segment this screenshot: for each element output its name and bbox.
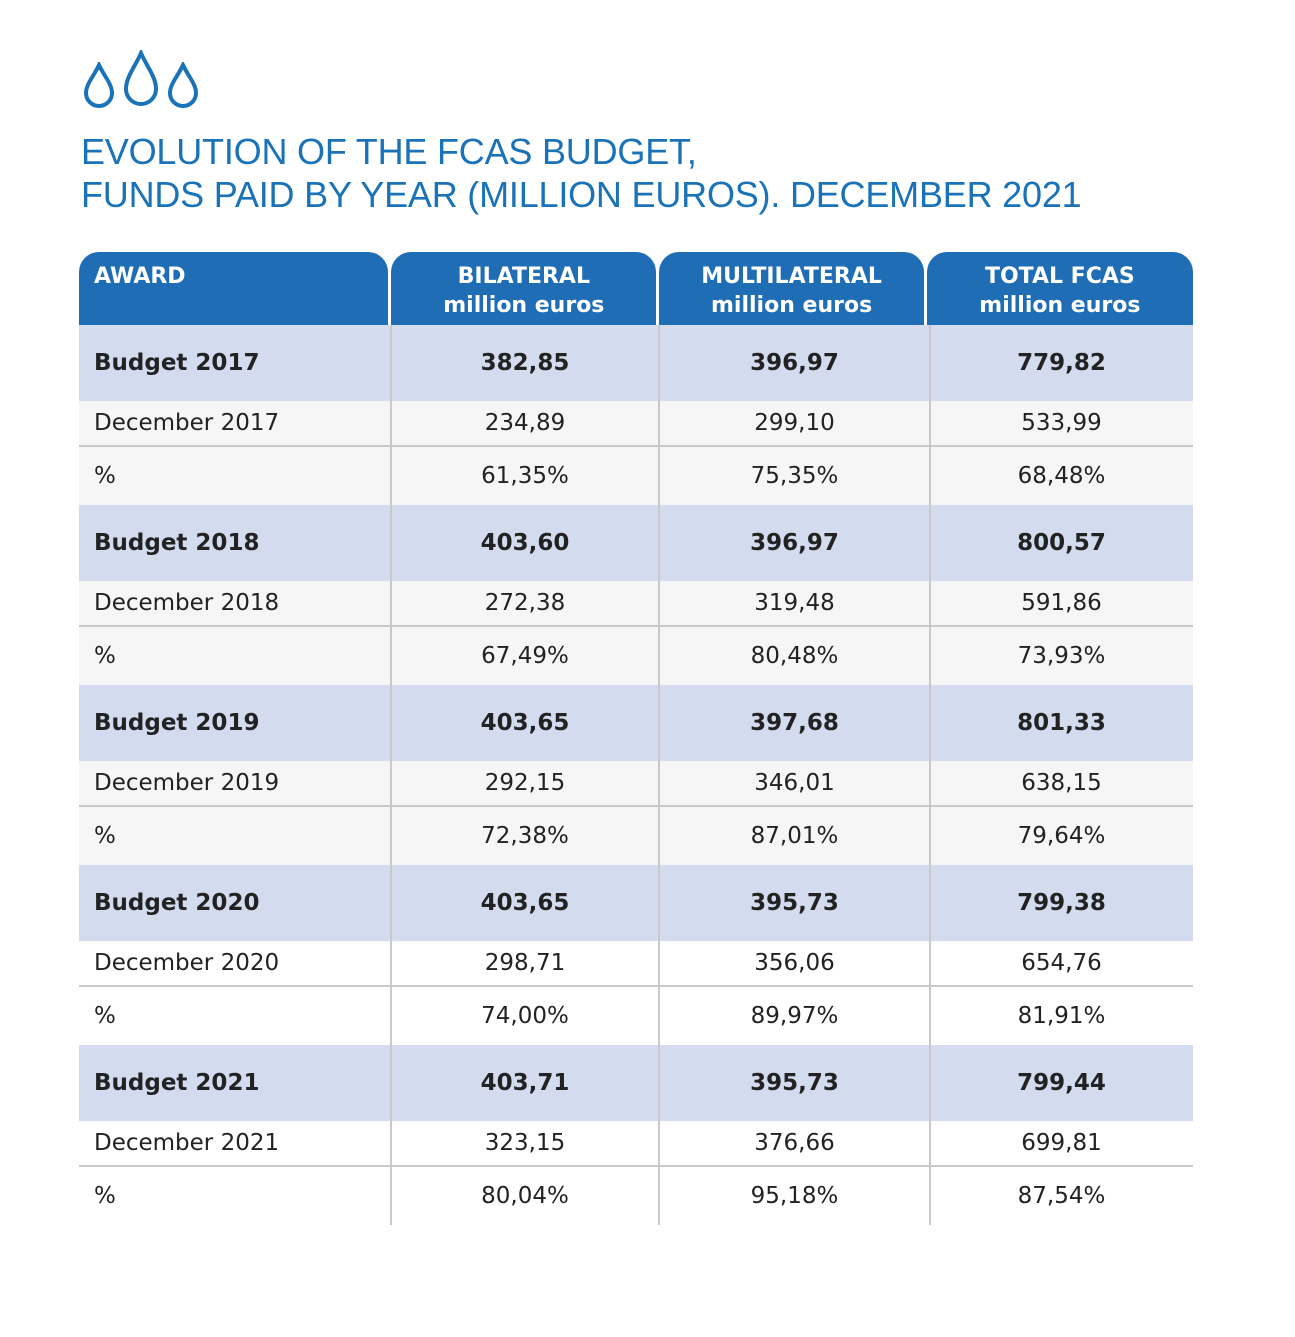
table-row: December 2020 298,71 356,06 654,76 bbox=[79, 941, 1193, 987]
table-cell: 87,01% bbox=[750, 823, 839, 849]
table-cell: 376,66 bbox=[754, 1130, 835, 1156]
column-header-line1: TOTAL FCAS bbox=[984, 264, 1135, 289]
table-row: December 2019 292,15 346,01 638,15 bbox=[79, 761, 1193, 807]
table-row: Budget 2021 403,71 395,73 799,44 bbox=[79, 1045, 1193, 1125]
row-label: Budget 2021 bbox=[94, 1070, 260, 1096]
table-cell: 395,73 bbox=[750, 890, 839, 916]
table-cell: 799,44 bbox=[1017, 1070, 1106, 1096]
table-cell: 654,76 bbox=[1021, 950, 1102, 976]
row-label: % bbox=[94, 463, 116, 489]
table-cell: 68,48% bbox=[1017, 463, 1106, 489]
table-cell: 397,68 bbox=[750, 710, 839, 736]
column-header-line2: million euros bbox=[979, 293, 1141, 318]
table-cell: 638,15 bbox=[1021, 770, 1102, 796]
table-row: Budget 2020 403,65 395,73 799,38 bbox=[79, 865, 1193, 945]
table-cell: 73,93% bbox=[1017, 643, 1106, 669]
table-cell: 591,86 bbox=[1021, 590, 1102, 616]
table-cell: 395,73 bbox=[750, 1070, 839, 1096]
table-cell: 533,99 bbox=[1021, 410, 1102, 436]
title-line-2: FUNDS PAID BY YEAR (MILLION EUROS). DECE… bbox=[81, 174, 1082, 215]
row-label: December 2017 bbox=[94, 410, 280, 436]
row-label: Budget 2019 bbox=[94, 710, 260, 736]
table-cell: 779,82 bbox=[1017, 350, 1106, 376]
row-label: Budget 2020 bbox=[94, 890, 260, 916]
table-cell: 80,48% bbox=[750, 643, 839, 669]
table-cell: 74,00% bbox=[481, 1003, 569, 1029]
column-header: MULTILATERAL million euros bbox=[659, 252, 924, 325]
water-drop-icon bbox=[167, 62, 199, 108]
column-header: TOTAL FCAS million euros bbox=[926, 252, 1193, 325]
table-cell: 323,15 bbox=[484, 1130, 566, 1156]
table-cell: 95,18% bbox=[750, 1183, 839, 1209]
row-label: % bbox=[94, 1183, 116, 1209]
column-header: BILATERAL million euros bbox=[391, 252, 657, 325]
row-label: December 2021 bbox=[94, 1130, 280, 1156]
table-row: % 74,00% 89,97% 81,91% bbox=[79, 987, 1193, 1045]
table-row: % 72,38% 87,01% 79,64% bbox=[79, 807, 1193, 865]
table-cell: 61,35% bbox=[481, 463, 569, 489]
table-row: % 61,35% 75,35% 68,48% bbox=[79, 447, 1193, 505]
column-header-line2: million euros bbox=[443, 293, 605, 318]
water-drop-icon bbox=[123, 50, 159, 106]
row-label: December 2019 bbox=[94, 770, 280, 796]
table-cell: 403,60 bbox=[480, 530, 570, 556]
table-row: December 2021 323,15 376,66 699,81 bbox=[79, 1121, 1193, 1167]
table-cell: 89,97% bbox=[750, 1003, 839, 1029]
table-cell: 403,65 bbox=[480, 710, 570, 736]
table-cell: 87,54% bbox=[1017, 1183, 1106, 1209]
column-header-line1: MULTILATERAL bbox=[701, 264, 882, 289]
column-header: AWARD bbox=[79, 252, 389, 325]
table-cell: 299,10 bbox=[754, 410, 835, 436]
budget-table: AWARD BILATERAL million euros MULTILATERAL m… bbox=[79, 252, 1193, 1225]
table-cell: 396,97 bbox=[750, 350, 839, 376]
table-cell: 79,64% bbox=[1017, 823, 1106, 849]
table-cell: 801,33 bbox=[1017, 710, 1106, 736]
table-cell: 799,38 bbox=[1017, 890, 1106, 916]
page-title: EVOLUTION OF THE FCAS BUDGET, FUNDS PAID… bbox=[81, 130, 1231, 216]
row-label: % bbox=[94, 1003, 116, 1029]
table-header: AWARD BILATERAL million euros MULTILATERAL m… bbox=[79, 252, 1193, 325]
column-header-line1: BILATERAL bbox=[457, 264, 590, 289]
table-cell: 403,71 bbox=[480, 1070, 570, 1096]
table-row: % 67,49% 80,48% 73,93% bbox=[79, 627, 1193, 685]
table-cell: 800,57 bbox=[1017, 530, 1106, 556]
water-drop-icon bbox=[83, 62, 115, 108]
column-header-line2: million euros bbox=[711, 293, 873, 318]
table-row: Budget 2017 382,85 396,97 779,82 bbox=[79, 325, 1193, 405]
row-label: % bbox=[94, 823, 116, 849]
table-cell: 298,71 bbox=[484, 950, 566, 976]
table-row: Budget 2019 403,65 397,68 801,33 bbox=[79, 685, 1193, 765]
table-cell: 272,38 bbox=[484, 590, 566, 616]
title-line-1: EVOLUTION OF THE FCAS BUDGET, bbox=[81, 131, 697, 172]
table-cell: 319,48 bbox=[754, 590, 835, 616]
table-cell: 67,49% bbox=[481, 643, 569, 669]
row-label: December 2018 bbox=[94, 590, 280, 616]
row-label: Budget 2017 bbox=[94, 350, 260, 376]
table-row: Budget 2018 403,60 396,97 800,57 bbox=[79, 505, 1193, 585]
water-drops bbox=[82, 50, 200, 108]
table-cell: 346,01 bbox=[754, 770, 835, 796]
table-row: % 80,04% 95,18% 87,54% bbox=[79, 1167, 1193, 1225]
table-cell: 80,04% bbox=[481, 1183, 569, 1209]
row-label: December 2020 bbox=[94, 950, 280, 976]
table-cell: 234,89 bbox=[484, 410, 566, 436]
table-cell: 382,85 bbox=[480, 350, 570, 376]
row-label: % bbox=[94, 643, 116, 669]
row-label: Budget 2018 bbox=[94, 530, 260, 556]
table-cell: 81,91% bbox=[1017, 1003, 1106, 1029]
table-cell: 396,97 bbox=[750, 530, 839, 556]
column-header-line1: AWARD bbox=[94, 264, 186, 289]
table-body: Budget 2017 382,85 396,97 779,82 December 20… bbox=[79, 325, 1193, 1225]
table-cell: 75,35% bbox=[750, 463, 839, 489]
table-cell: 356,06 bbox=[754, 950, 835, 976]
table-row: December 2018 272,38 319,48 591,86 bbox=[79, 581, 1193, 627]
table-row: December 2017 234,89 299,10 533,99 bbox=[79, 401, 1193, 447]
table-cell: 72,38% bbox=[481, 823, 569, 849]
table-cell: 699,81 bbox=[1021, 1130, 1102, 1156]
table-cell: 403,65 bbox=[480, 890, 570, 916]
table-cell: 292,15 bbox=[484, 770, 566, 796]
